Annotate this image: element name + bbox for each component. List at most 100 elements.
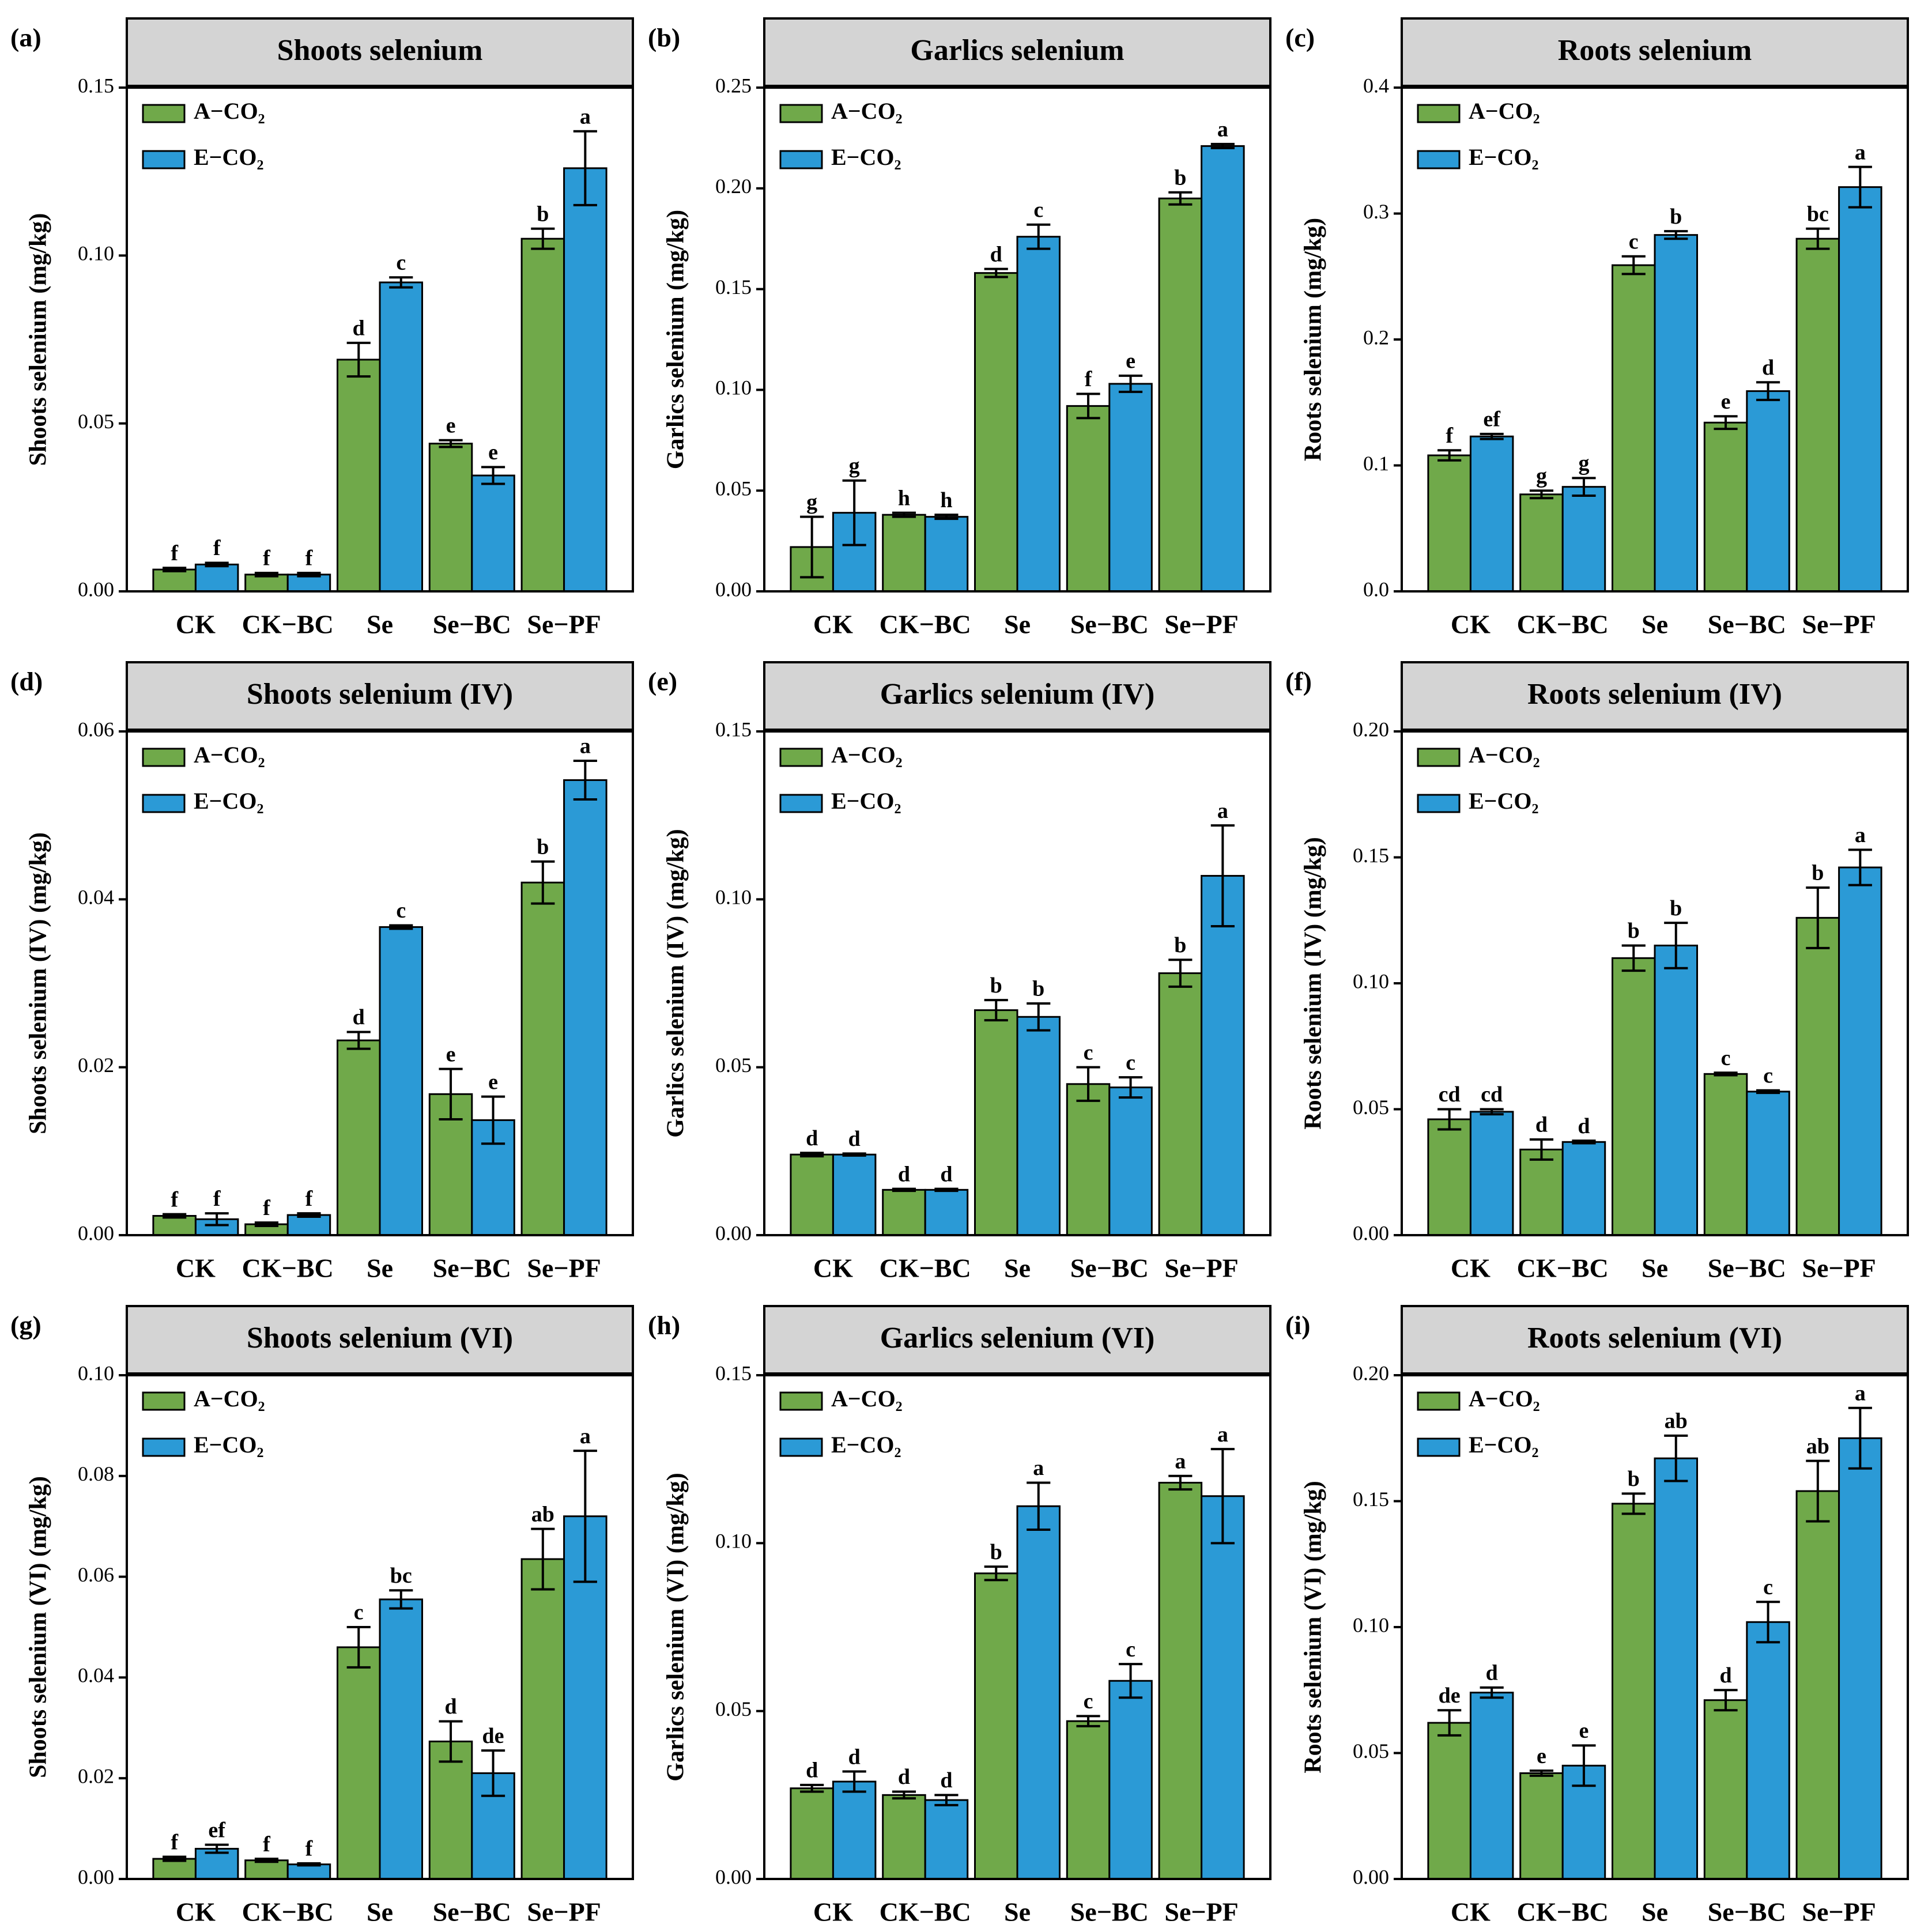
error-bar bbox=[934, 1187, 959, 1193]
chart-title: Roots selenium bbox=[1558, 34, 1752, 67]
error-bar bbox=[531, 1527, 555, 1591]
y-axis-label: Roots selenium (IV) (mg/kg) bbox=[1300, 837, 1327, 1129]
legend-swatch bbox=[1417, 748, 1461, 767]
y-tick-label: 0.05 bbox=[78, 410, 114, 433]
significance-letter: f bbox=[213, 536, 221, 560]
x-tick-label: CK−BC bbox=[242, 1254, 334, 1283]
y-tick-label: 0.10 bbox=[715, 376, 752, 399]
x-tick-label: CK−BC bbox=[242, 1897, 334, 1927]
legend-swatch bbox=[779, 1391, 823, 1411]
significance-letter: d bbox=[353, 1005, 365, 1029]
panel: Garlics selenium (IV) (e) Garlics selenium… bbox=[648, 661, 1271, 1283]
legend-label: E−CO₂ bbox=[194, 144, 263, 170]
bar bbox=[1158, 1481, 1203, 1880]
bar bbox=[1427, 454, 1471, 593]
y-tick-label: 0.3 bbox=[1363, 200, 1389, 223]
significance-letter: d bbox=[1719, 1663, 1731, 1688]
bar bbox=[1611, 264, 1656, 593]
bar bbox=[1746, 390, 1790, 593]
bar bbox=[1703, 1699, 1748, 1880]
y-tick-label: 0.15 bbox=[1353, 1488, 1389, 1511]
error-bar bbox=[984, 999, 1008, 1022]
x-tick-label: Se bbox=[367, 1254, 393, 1283]
bar bbox=[286, 1863, 331, 1880]
legend-label: E−CO₂ bbox=[194, 1432, 263, 1458]
error-bar bbox=[573, 759, 597, 801]
legend-swatch bbox=[1417, 104, 1461, 123]
y-tick-label: 0.05 bbox=[715, 1054, 752, 1077]
bar bbox=[1795, 1490, 1840, 1880]
y-tick-label: 0.00 bbox=[78, 578, 114, 601]
x-tick-label: Se−BC bbox=[433, 610, 511, 639]
significance-letter: c bbox=[1084, 1040, 1093, 1065]
error-bar bbox=[1664, 922, 1688, 969]
error-bar bbox=[254, 1858, 279, 1863]
legend-swatch bbox=[1417, 1391, 1461, 1411]
bar bbox=[1561, 1141, 1606, 1236]
error-bar bbox=[1437, 1108, 1462, 1131]
y-tick-label: 0.00 bbox=[715, 1221, 752, 1244]
y-tick-label: 0.15 bbox=[715, 1361, 752, 1384]
error-bar bbox=[1621, 255, 1646, 276]
bar bbox=[832, 1153, 877, 1236]
panel-label: (e) bbox=[648, 667, 677, 696]
title-box bbox=[126, 17, 634, 87]
error-bar bbox=[1118, 374, 1143, 393]
bar bbox=[924, 1799, 969, 1880]
y-tick-label: 0.20 bbox=[715, 175, 752, 198]
legend-swatch bbox=[1417, 794, 1461, 813]
y-tick-label: 0.00 bbox=[1353, 1865, 1389, 1888]
error-bar bbox=[892, 1790, 916, 1800]
title-box bbox=[1401, 17, 1909, 87]
significance-letter: g bbox=[806, 490, 817, 514]
legend-swatch bbox=[142, 794, 186, 813]
y-axis-label: Garlics selenium (VI) (mg/kg) bbox=[663, 1473, 689, 1781]
y-tick-label: 0.4 bbox=[1363, 74, 1389, 97]
y-tick-label: 0.15 bbox=[715, 718, 752, 741]
error-bar bbox=[1027, 1002, 1051, 1032]
error-bar bbox=[1848, 848, 1872, 886]
legend-label: E−CO₂ bbox=[831, 144, 901, 170]
bar bbox=[1201, 1495, 1245, 1880]
panel: Roots selenium (VI) (i) Roots selenium (VI… bbox=[1285, 1305, 1909, 1927]
panel-label: (h) bbox=[648, 1311, 680, 1340]
bar bbox=[1108, 383, 1153, 593]
plot-frame bbox=[126, 86, 634, 593]
significance-letter: b bbox=[990, 1540, 1002, 1564]
error-bar bbox=[1529, 489, 1554, 500]
chart-title: Shoots selenium bbox=[277, 34, 483, 67]
y-axis-label: Garlics selenium (mg/kg) bbox=[663, 210, 689, 469]
legend-label: A−CO₂ bbox=[1469, 1386, 1540, 1412]
bar bbox=[1201, 875, 1245, 1236]
bar bbox=[1016, 1505, 1061, 1880]
chart-title: Garlics selenium (IV) bbox=[880, 678, 1155, 711]
bar bbox=[790, 1787, 834, 1880]
error-bar bbox=[1118, 1076, 1143, 1099]
legend-swatch bbox=[1417, 1437, 1461, 1457]
bar bbox=[832, 1780, 877, 1880]
bar bbox=[152, 1214, 197, 1236]
x-tick-label: Se−PF bbox=[1164, 1254, 1238, 1283]
significance-letter: b bbox=[1628, 919, 1640, 943]
error-bar bbox=[389, 924, 413, 930]
bar bbox=[1654, 234, 1699, 593]
significance-letter: d bbox=[1762, 356, 1774, 380]
bar bbox=[1016, 1016, 1061, 1236]
significance-letter: f bbox=[171, 1830, 179, 1854]
y-tick-label: 0.00 bbox=[78, 1221, 114, 1244]
significance-letter: a bbox=[1033, 1456, 1044, 1480]
significance-letter: a bbox=[1855, 1382, 1866, 1406]
y-tick-label: 0.0 bbox=[1363, 578, 1389, 601]
x-tick-label: CK bbox=[176, 1254, 216, 1283]
significance-letter: e bbox=[488, 1070, 498, 1094]
legend-swatch bbox=[779, 748, 823, 767]
x-tick-label: Se−BC bbox=[1070, 610, 1149, 639]
error-bar bbox=[1756, 381, 1780, 401]
plot-frame bbox=[1401, 730, 1909, 1236]
y-tick-label: 0.20 bbox=[1353, 718, 1389, 741]
error-bar bbox=[1529, 1769, 1554, 1777]
significance-letter: a bbox=[1217, 118, 1228, 142]
title-box bbox=[763, 1305, 1271, 1375]
significance-letter: g bbox=[1536, 464, 1547, 488]
bar bbox=[471, 474, 515, 593]
